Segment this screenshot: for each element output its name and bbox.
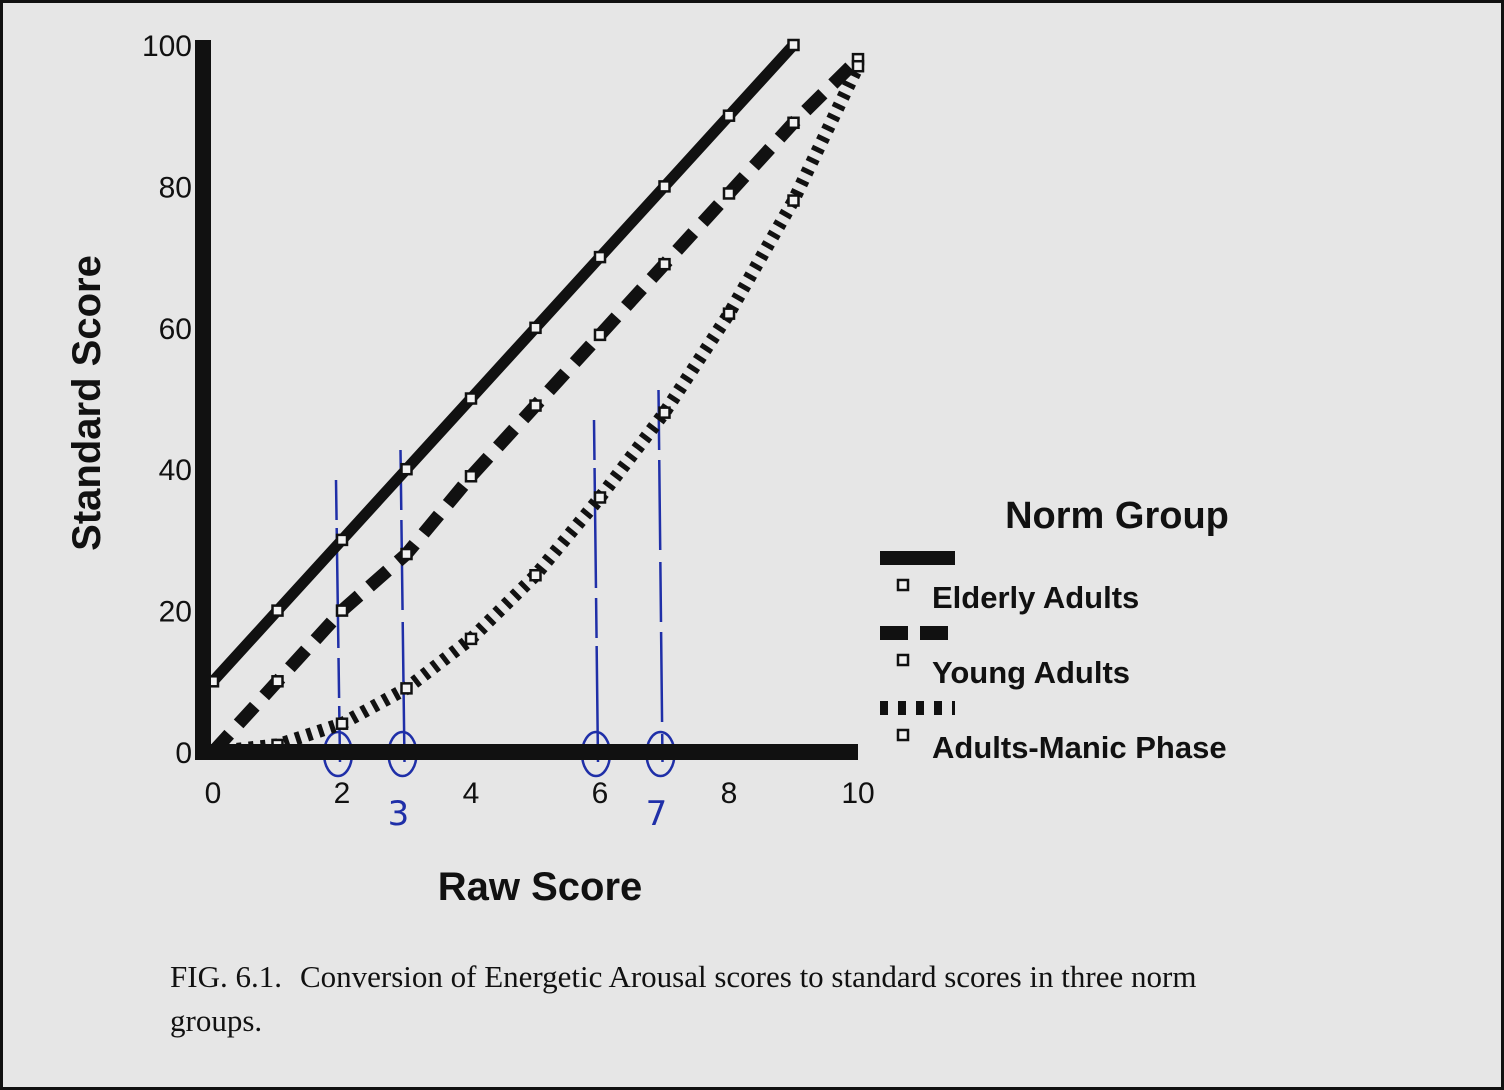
data-point [529, 569, 542, 582]
data-point [593, 328, 607, 342]
series-line-1 [208, 41, 798, 686]
data-point [722, 109, 736, 122]
legend-marker [896, 728, 910, 742]
data-point [335, 604, 349, 617]
data-point [787, 116, 800, 130]
annotation-vertical-line [657, 389, 664, 763]
legend-label: Adults-Manic Phase [932, 730, 1227, 765]
figure-caption: FIG. 6.1. Conversion of Energetic Arousal… [170, 955, 1290, 1043]
legend-title: Norm Group [1005, 495, 1229, 537]
legend-marker [896, 578, 910, 592]
data-point [335, 533, 349, 547]
data-point [464, 392, 478, 405]
x-axis-title: Raw Score [438, 865, 643, 909]
y-tick-label: 60 [159, 313, 192, 346]
data-point [593, 250, 607, 264]
caption-figure-number: FIG. 6.1. [170, 959, 282, 994]
y-axis-title: Standard Score [65, 255, 109, 551]
y-tick-label: 20 [159, 596, 192, 629]
data-point [400, 547, 413, 561]
data-point [529, 321, 542, 335]
x-tick-label: 6 [592, 777, 609, 810]
data-point [271, 604, 284, 617]
axes-layer [195, 40, 858, 760]
x-tick-label: 10 [841, 777, 874, 810]
x-tick-label: 2 [334, 777, 351, 810]
data-point [464, 632, 478, 646]
annotation-label: 3 [388, 794, 410, 834]
data-point [722, 187, 736, 200]
y-tick-label: 80 [159, 171, 192, 204]
annotation-vertical-line [399, 449, 406, 763]
y-tick-label: 0 [175, 737, 192, 770]
legend-marker [896, 653, 910, 667]
data-point [400, 462, 413, 476]
data-point [335, 717, 349, 730]
annotation-vertical-line [334, 479, 342, 763]
y-tick-label: 40 [159, 454, 192, 487]
series-line-3 [212, 63, 864, 759]
data-point [658, 180, 671, 193]
series-layer [206, 38, 865, 759]
x-tick-label: 8 [721, 777, 738, 810]
x-tick-label: 0 [205, 777, 222, 810]
data-point [400, 682, 413, 695]
legend: Norm Group Elderly Adults Young Adults Adu… [880, 495, 1229, 765]
data-point [593, 491, 607, 504]
data-point [787, 38, 800, 52]
data-point [464, 470, 478, 483]
data-point [787, 194, 800, 207]
legend-label: Elderly Adults [932, 580, 1139, 615]
caption-text: Conversion of Energetic Arousal scores t… [170, 959, 1197, 1038]
data-point [529, 399, 542, 412]
data-point [851, 59, 865, 73]
data-point [658, 406, 671, 419]
data-point [658, 257, 671, 271]
data-point [722, 307, 736, 320]
annotation-vertical-line [592, 419, 600, 763]
data-point [271, 675, 284, 688]
y-tick-label: 100 [142, 30, 192, 63]
annotation-label: 7 [646, 794, 668, 834]
legend-label: Young Adults [932, 655, 1130, 690]
x-tick-label: 4 [463, 777, 480, 810]
